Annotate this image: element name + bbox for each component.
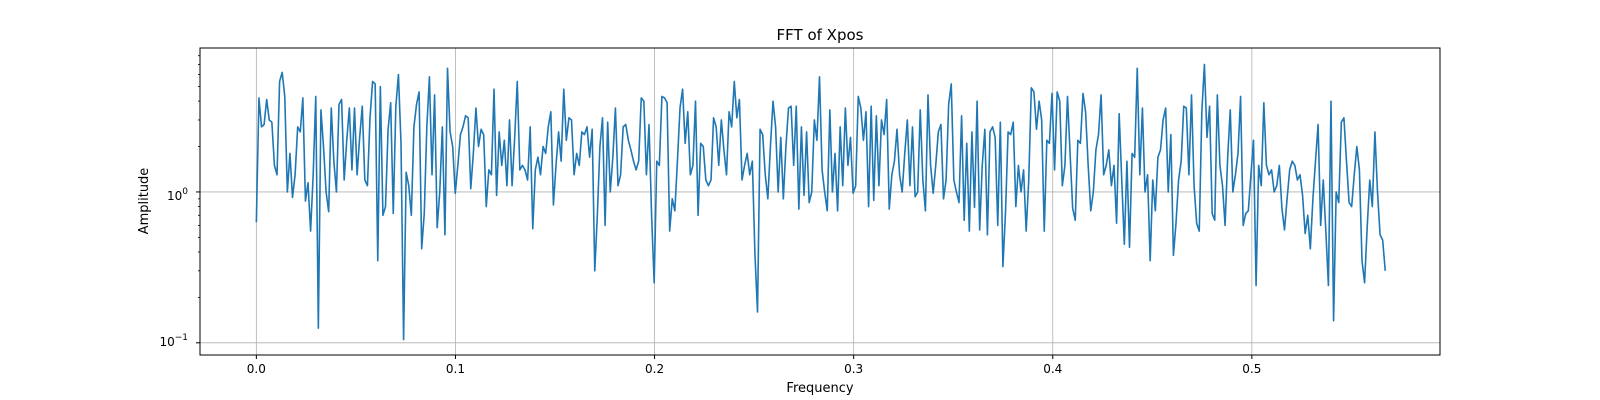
y-tick-label-0.1: 10−1 — [159, 333, 188, 349]
series-layer — [255, 63, 1387, 341]
y-tick-label-1: 100 — [167, 187, 188, 203]
plot-frame — [199, 47, 1441, 356]
x-tick-label: 0.4 — [1043, 362, 1062, 376]
x-axis-ticks: 0.0 0.1 0.2 0.3 0.4 0.5 — [247, 355, 1261, 376]
y-axis-label: Amplitude — [137, 168, 152, 235]
y-axis-ticks — [196, 55, 200, 344]
x-axis-label: Frequency — [786, 381, 853, 396]
chart-title: FFT of Xpos — [777, 26, 864, 44]
x-tick-label: 0.5 — [1242, 362, 1261, 376]
fft-series-line — [255, 63, 1387, 341]
x-tick-label: 0.0 — [247, 362, 266, 376]
x-tick-label: 0.3 — [844, 362, 863, 376]
x-tick-label: 0.1 — [446, 362, 465, 376]
x-tick-label: 0.2 — [645, 362, 664, 376]
